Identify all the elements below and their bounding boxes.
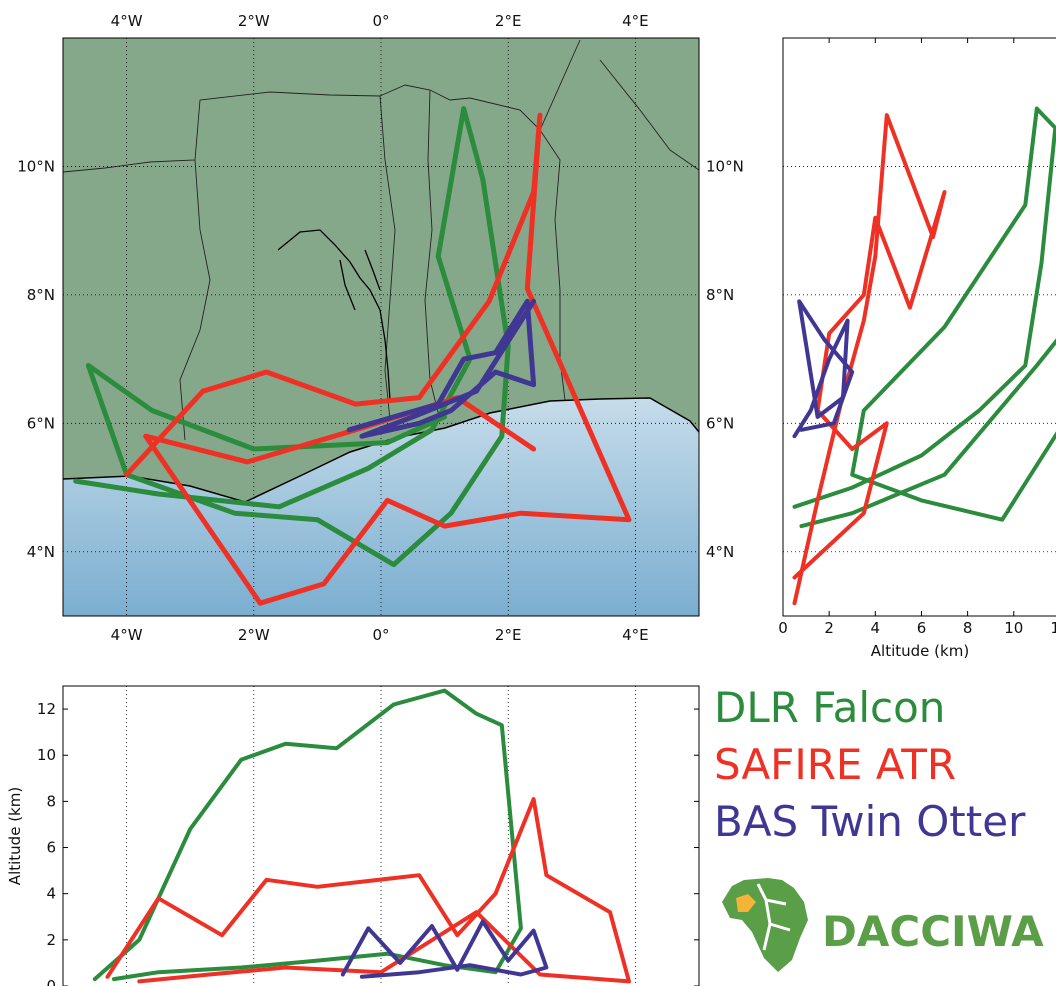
legend-atr: SAFIRE ATR	[714, 740, 956, 789]
map-left-tick-label: 10°N	[17, 157, 55, 175]
right-x-tick-label: 6	[917, 619, 927, 637]
map-left-tick-label: 8°N	[27, 286, 55, 304]
coastline	[63, 397, 699, 503]
bottom-y-axis-label: Altitude (km)	[6, 787, 24, 885]
map-right-tick-label: 4°N	[706, 543, 734, 561]
right-tick-labels: 0 2 4 6 8 10 12	[778, 38, 1056, 637]
track-safire-atr	[792, 113, 947, 606]
longitude-altitude-panel: 0 2 4 6 8 10 12 Altitude (km)	[6, 685, 700, 986]
logo-text: DACCIWA	[822, 907, 1044, 956]
map-panel: 4°W 4°W 2°W 2°W 0° 0° 2°E 2°E 4°E 4°E 4°N 4°N 6°N 6°N…	[17, 12, 744, 644]
right-x-tick-label: 8	[963, 619, 973, 637]
track-bas-twin-otter	[346, 298, 537, 439]
map-top-tick-label: 2°W	[238, 12, 270, 30]
map-tick-labels: 4°W 4°W 2°W 2°W 0° 0° 2°E 2°E 4°E 4°E 4°N 4°N 6°N 6°N…	[17, 12, 744, 644]
map-bottom-tick-label: 4°W	[111, 626, 143, 644]
right-frame	[782, 37, 1056, 617]
right-x-tick-label: 10	[1004, 619, 1023, 637]
map-top-tick-label: 4°W	[111, 12, 143, 30]
country-borders	[63, 39, 699, 441]
track-safire-atr	[105, 797, 631, 984]
bottom-y-tick-label: 12	[37, 700, 56, 718]
track-safire-atr	[124, 112, 632, 606]
bottom-y-tick-label: 0	[46, 977, 56, 986]
dacciwa-logo: DACCIWA	[722, 878, 1044, 972]
map-flight-tracks	[73, 106, 632, 606]
map-bottom-tick-label: 2°E	[495, 626, 522, 644]
track-bas-twin-otter	[340, 919, 549, 979]
altitude-latitude-panel: 0 2 4 6 8 10 12 Altitude (km)	[778, 37, 1056, 660]
map-grid	[63, 38, 699, 616]
map-left-tick-label: 6°N	[27, 414, 55, 432]
bottom-y-tick-label: 10	[37, 746, 56, 764]
track-dlr-falcon	[792, 106, 1056, 529]
bottom-y-tick-label: 4	[46, 885, 56, 903]
map-top-tick-label: 0°	[372, 12, 389, 30]
bottom-flight-tracks	[92, 688, 631, 984]
map-bottom-tick-label: 4°E	[622, 626, 649, 644]
bottom-y-tick-label: 8	[46, 792, 56, 810]
map-top-tick-label: 2°E	[495, 12, 522, 30]
map-left-tick-label: 4°N	[27, 543, 55, 561]
map-right-tick-label: 10°N	[706, 157, 744, 175]
track-dlr-falcon	[73, 106, 511, 568]
track-dlr-falcon	[92, 688, 523, 982]
track-bas-twin-otter	[792, 299, 855, 439]
legend-falcon: DLR Falcon	[714, 683, 945, 732]
bottom-frame	[62, 685, 700, 986]
right-x-tick-label: 4	[871, 619, 881, 637]
map-frame	[62, 37, 700, 617]
legend-twin-otter: BAS Twin Otter	[714, 797, 1026, 846]
map-right-tick-label: 8°N	[706, 286, 734, 304]
map-top-tick-label: 4°E	[622, 12, 649, 30]
right-x-tick-label: 2	[824, 619, 834, 637]
right-flight-tracks	[792, 106, 1056, 606]
lake-volta	[277, 229, 391, 401]
legend: DLR Falcon SAFIRE ATR BAS Twin Otter	[714, 683, 1026, 846]
right-x-axis-label: Altitude (km)	[871, 642, 969, 660]
right-x-tick-label: 12	[1050, 619, 1056, 637]
bottom-y-tick-label: 2	[46, 931, 56, 949]
bottom-y-tick-label: 6	[46, 839, 56, 857]
map-bottom-tick-label: 2°W	[238, 626, 270, 644]
map-right-tick-label: 6°N	[706, 414, 734, 432]
map-bottom-tick-label: 0°	[372, 626, 389, 644]
africa-icon	[722, 878, 808, 972]
bottom-tick-labels: 0 2 4 6 8 10 12	[37, 700, 699, 986]
right-x-tick-label: 0	[778, 619, 788, 637]
